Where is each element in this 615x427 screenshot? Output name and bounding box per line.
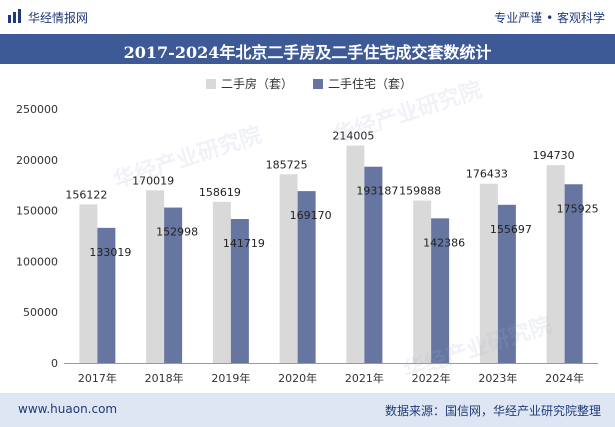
bar-s1-7 [479,183,498,363]
slogan: 专业严谨 • 客观科学 [494,11,605,25]
y-tick-label: 200000 [16,154,58,167]
bar-s2-1 [97,227,116,363]
bar-s1-8 [546,165,565,363]
bar-s2-8 [564,184,583,363]
data-label-s1-3: 158619 [199,186,241,199]
data-label-s1-8: 194730 [533,149,575,162]
bar-s2-7 [497,204,516,363]
data-label-s1-5: 214005 [332,130,374,143]
data-label-s2-2: 152998 [156,226,198,239]
y-tick-label: 250000 [16,103,58,116]
data-label-s2-7: 155697 [490,223,532,236]
data-label-s1-4: 185725 [266,158,308,171]
bar-s2-3 [230,219,249,363]
x-tick-label: 2024年 [545,371,584,385]
x-tick-label: 2017年 [78,371,117,385]
data-label-s1-1: 156122 [65,188,107,201]
data-label-s2-6: 142386 [423,236,465,249]
data-label-s1-6: 159888 [399,185,441,198]
bar-s2-5 [364,166,383,363]
bar-s1-5 [346,145,365,363]
bar-s1-2 [146,190,165,363]
data-label-s2-3: 141719 [223,237,265,250]
x-tick-label: 2023年 [478,371,517,385]
bar-s2-6 [431,218,450,363]
brand-name: 华经情报网 [28,11,89,25]
data-source: 数据来源：国信网，华经产业研究院整理 [384,404,601,418]
footer-bar: www.huaon.com 数据来源：国信网，华经产业研究院整理 [0,393,615,427]
y-tick-label: 100000 [16,255,58,268]
bar-s1-1 [79,204,98,363]
top-bar: 华经情报网 专业严谨 • 客观科学 [0,0,615,34]
title-bar: 2017-2024年北京二手房及二手住宅成交套数统计 [0,34,615,64]
site-url[interactable]: www.huaon.com [18,402,118,416]
bar-s1-4 [279,174,298,363]
x-tick-label: 2019年 [211,371,250,385]
bar-s2-4 [297,191,316,363]
legend-label-1: 二手房（套） [221,76,293,91]
bar-s1-3 [212,201,231,363]
x-tick-label: 2018年 [145,371,184,385]
legend-swatch-1 [206,79,216,89]
data-label-s2-1: 133019 [89,246,131,259]
y-tick-label: 0 [51,357,58,370]
bar-s2-2 [164,207,183,363]
chart-title: 2017-2024年北京二手房及二手住宅成交套数统计 [123,43,492,62]
legend-swatch-2 [313,79,323,89]
x-tick-label: 2022年 [412,371,451,385]
data-label-s1-2: 170019 [132,174,174,187]
data-label-s2-4: 169170 [290,209,332,222]
bar-s1-6 [413,200,432,363]
data-label-s2-5: 193187 [356,185,398,198]
data-label-s1-7: 176433 [466,168,508,181]
y-tick-label: 50000 [23,306,58,319]
y-tick-label: 150000 [16,205,58,218]
x-tick-label: 2020年 [278,371,317,385]
x-tick-label: 2021年 [345,371,384,385]
logo-icon [8,9,21,23]
data-label-s2-8: 175925 [557,202,599,215]
bar-chart: 二手房（套） 二手住宅（套） 0 50000 100000 150000 200000 250… [16,76,599,385]
legend-label-2: 二手住宅（套） [328,76,412,91]
